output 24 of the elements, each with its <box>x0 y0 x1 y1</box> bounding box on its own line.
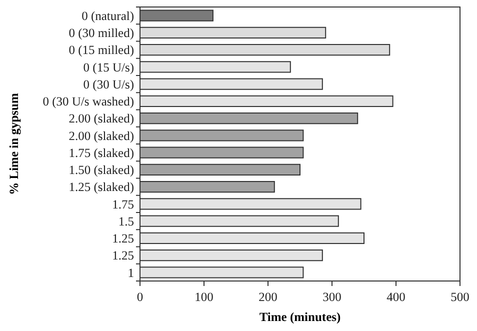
y-tick-label: 0 (30 U/s) <box>83 77 134 92</box>
x-tick-label: 0 <box>136 290 144 304</box>
y-tick-label: 0 (15 milled) <box>68 43 134 58</box>
x-axis-title: Time (minutes) <box>259 310 341 324</box>
y-tick-label: 1.25 (slaked) <box>68 180 134 194</box>
y-tick-label: 1.75 <box>112 197 134 212</box>
y-axis-title: % Lime in gypsum <box>7 92 21 195</box>
y-tick-label: 0 (natural) <box>82 8 134 23</box>
x-tick-label: 300 <box>322 290 342 304</box>
x-tick-label: 400 <box>386 290 406 304</box>
y-tick-label: 1.75 (slaked) <box>68 146 134 160</box>
y-tick-label: 0 (30 U/s washed) <box>42 94 134 109</box>
y-tick-label: 2.00 (slaked) <box>68 112 134 126</box>
x-tick-label: 100 <box>194 290 214 304</box>
y-tick-label: 1.50 (slaked) <box>68 163 134 178</box>
x-tick-label: 200 <box>258 290 278 304</box>
y-tick-label: 1.5 <box>118 214 134 228</box>
y-tick-label: 2.00 (slaked) <box>68 128 134 143</box>
y-tick-label: 1.25 <box>112 248 134 263</box>
y-tick-label: 0 (15 U/s) <box>83 60 134 74</box>
x-tick-label: 500 <box>450 290 470 304</box>
y-tick-label: 0 (30 milled) <box>68 26 134 40</box>
y-tick-label: 1.25 <box>112 232 134 246</box>
y-tick-label: 1 <box>128 266 134 280</box>
